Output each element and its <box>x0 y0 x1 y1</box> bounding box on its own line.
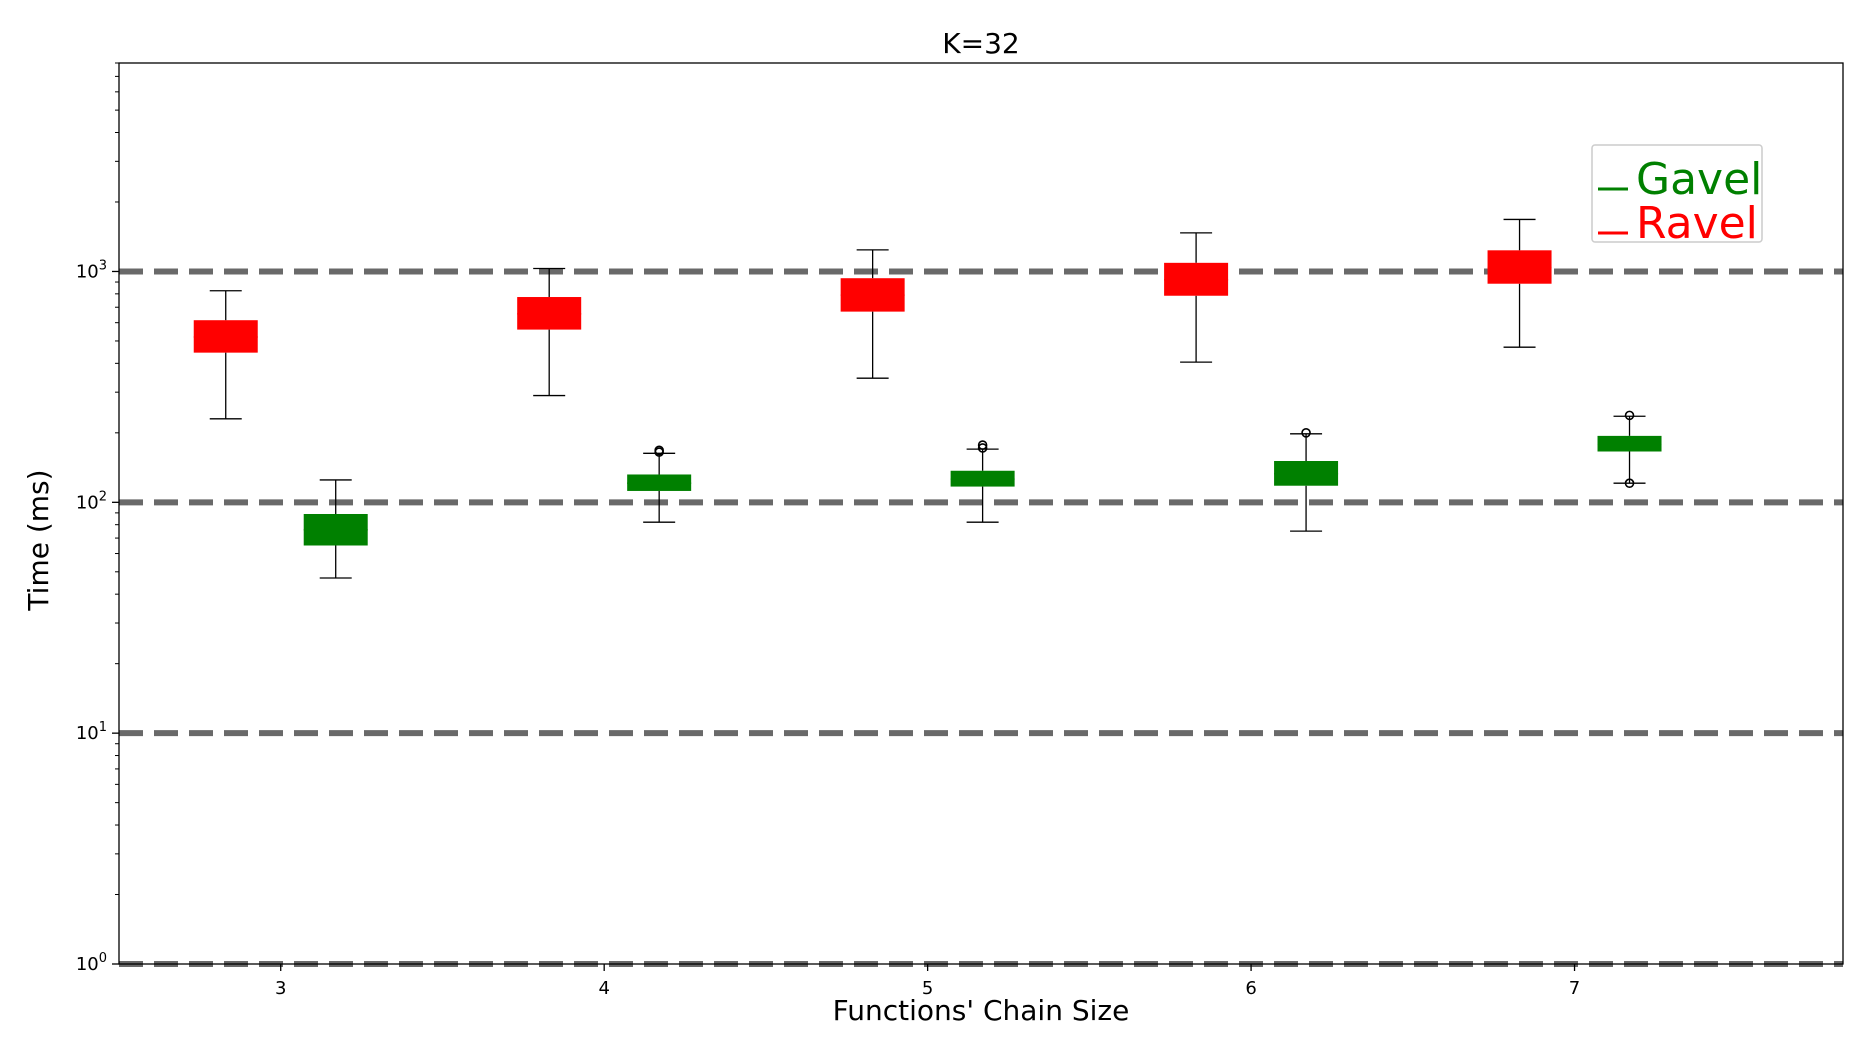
y-tick-label: 102 <box>76 489 107 513</box>
legend-label-ravel: Ravel <box>1636 198 1758 249</box>
x-tick-label: 3 <box>275 978 286 999</box>
box-iqr <box>1597 435 1662 452</box>
outlier-point <box>1624 478 1635 489</box>
x-tick-label: 5 <box>922 978 933 999</box>
y-axis-title: Time (ms) <box>22 469 55 611</box>
outlier-point <box>654 445 664 456</box>
box-gavel <box>1274 428 1339 532</box>
chart-title: K=32 <box>942 27 1019 60</box>
box-ravel <box>193 290 258 420</box>
y-tick-label: 100 <box>76 951 107 975</box>
outlier-point <box>1301 428 1311 438</box>
axis-ticks: 3 4 5 6 7 100 101 102 103 <box>76 62 1580 999</box>
x-axis-title: Functions' Chain Size <box>833 994 1130 1027</box>
box-ravel <box>840 249 905 379</box>
y-tick-label: 101 <box>76 720 107 744</box>
box-ravel <box>1487 218 1552 348</box>
legend-label-gavel: Gavel <box>1636 154 1762 205</box>
box-ravel <box>517 267 582 397</box>
plot-frame <box>118 62 1844 965</box>
box-gavel <box>1597 410 1662 489</box>
x-tick-label: 7 <box>1569 978 1580 999</box>
box-gavel <box>950 440 1015 523</box>
outlier-point <box>977 440 988 450</box>
outlier-point <box>977 443 988 453</box>
legend-box <box>1591 144 1763 243</box>
x-tick-label: 4 <box>598 978 609 999</box>
box-layer <box>193 218 1662 579</box>
box-gavel <box>303 479 368 579</box>
outlier-point <box>1624 410 1635 421</box>
x-tick-label: 6 <box>1245 978 1256 999</box>
box-gavel <box>627 445 692 523</box>
box-ravel <box>1164 232 1229 363</box>
y-tick-label: 103 <box>76 258 107 282</box>
reference-lines <box>119 268 1843 967</box>
